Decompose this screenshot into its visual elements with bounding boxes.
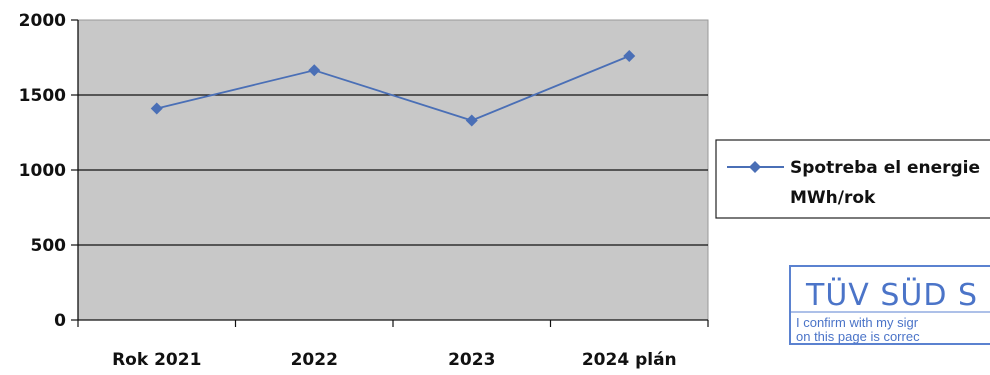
y-tick-labels: 0 500 1000 1500 2000 [19, 11, 66, 331]
data-point-2 [465, 114, 478, 127]
x-tick-label-0: Rok 2021 [112, 350, 201, 370]
stamp-border [789, 265, 990, 345]
legend-label-line2: MWh/rok [790, 188, 876, 208]
stamp-line2: on this page is correc [796, 329, 920, 344]
stamp-line1: I confirm with my sigr [796, 315, 919, 330]
y-tick-label-1500: 1500 [19, 86, 66, 106]
x-tick-label-2: 2023 [448, 350, 495, 370]
data-point-3 [623, 50, 636, 62]
stamp-title: TÜV SÜD S [805, 277, 978, 313]
y-tick-label-500: 500 [31, 236, 67, 256]
y-tick-label-2000: 2000 [19, 11, 66, 31]
legend-box [715, 139, 990, 219]
data-point-1 [308, 64, 321, 77]
axes [71, 19, 709, 327]
legend-label-line1: Spotreba el energie [790, 158, 980, 178]
x-tick-label-1: 2022 [291, 350, 338, 370]
x-tick-labels: Rok 2021 2022 2023 2024 plán [112, 350, 677, 370]
legend: Spotreba el energie MWh/rok [715, 139, 990, 219]
series-line-0 [156, 55, 630, 122]
y-tick-label-0: 0 [54, 311, 66, 331]
data-point-0 [150, 102, 163, 115]
x-tick-label-3: 2024 plán [582, 350, 677, 370]
y-tick-label-1000: 1000 [19, 161, 66, 181]
series-line-group [150, 50, 636, 127]
legend-swatch-marker [749, 161, 761, 173]
certification-stamp: TÜV SÜD S I confirm with my sigr on this… [789, 265, 990, 345]
